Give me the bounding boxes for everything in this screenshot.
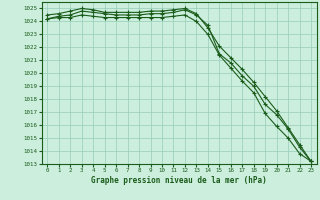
X-axis label: Graphe pression niveau de la mer (hPa): Graphe pression niveau de la mer (hPa) [91,176,267,185]
